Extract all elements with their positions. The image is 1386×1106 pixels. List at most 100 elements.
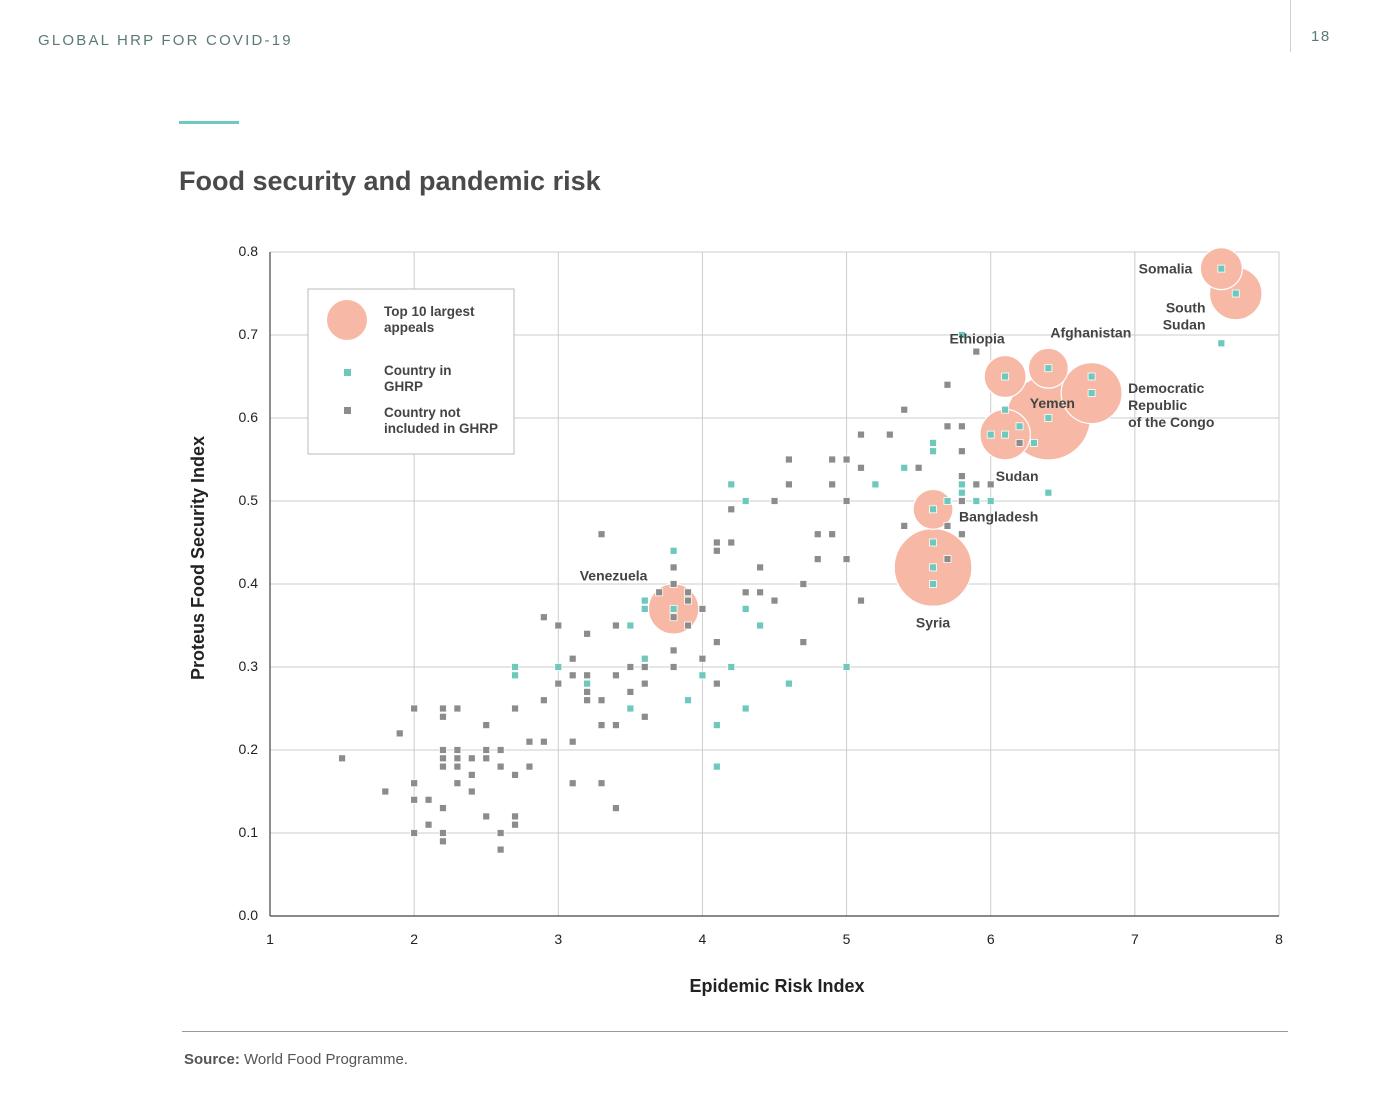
y-tick-label: 0.2 [239,741,259,757]
country-label: Ethiopia [950,331,1005,347]
country-label: Somalia [1139,261,1193,277]
legend-label-line: GHRP [384,379,423,394]
non-ghrp-point [655,588,664,597]
non-ghrp-point [597,696,606,705]
ghrp-point [929,438,937,447]
non-ghrp-point [439,829,447,837]
non-ghrp-point [453,754,462,763]
source-note: Source: World Food Programme. [184,1051,408,1068]
ghrp-point [626,704,635,713]
x-axis-label: Epidemic Risk Index [689,976,864,996]
non-ghrp-point [813,530,822,539]
x-tick-label: 5 [843,931,851,947]
ghrp-point [1015,422,1024,431]
legend-label-line: Country not [384,405,461,420]
country-label: Democratic Republic of the Congo [1128,380,1214,430]
report-title: GLOBAL HRP FOR COVID-19 [38,32,293,49]
non-ghrp-point [539,696,548,705]
ghrp-point [785,679,793,688]
non-ghrp-point [554,679,563,688]
non-ghrp-point [756,588,764,597]
non-ghrp-point [539,613,548,622]
non-ghrp-point [424,795,433,804]
country-label-line: Sudan [1163,317,1206,333]
ghrp-point [1231,289,1240,298]
legend-label: Top 10 largest appeals [384,304,475,335]
non-ghrp-point [612,721,620,729]
country-label-line: Republic [1128,397,1187,413]
country-label: Sudan [996,468,1039,484]
ghrp-point [640,596,649,605]
non-ghrp-point [612,804,620,812]
ghrp-point [669,546,678,555]
non-ghrp-point [828,530,837,539]
ghrp-point [511,671,519,680]
non-ghrp-point [583,696,592,705]
country-label-line: Sudan [996,468,1039,484]
non-ghrp-point [424,820,433,829]
non-ghrp-point [439,804,447,812]
non-ghrp-point [669,563,678,572]
non-ghrp-point [669,663,678,671]
x-tick-label: 7 [1131,931,1139,947]
non-ghrp-point [828,480,837,489]
legend-ghrp-icon [344,369,351,376]
ghrp-point [640,605,649,613]
non-ghrp-point [467,787,476,796]
ghrp-point [741,497,750,505]
non-ghrp-point [943,522,952,530]
country-label: Bangladesh [959,508,1038,524]
non-ghrp-point [453,779,462,788]
non-ghrp-point [640,712,649,721]
non-ghrp-point [525,737,534,746]
non-ghrp-point [640,663,649,671]
non-ghrp-point [568,671,577,680]
non-ghrp-point [770,497,779,505]
y-tick-label: 0.6 [239,409,259,425]
ghrp-point [640,654,649,663]
non-ghrp-point [626,663,635,671]
ghrp-point [943,497,952,505]
non-ghrp-point [568,779,577,788]
x-tick-label: 2 [410,931,418,947]
non-ghrp-point [828,455,837,464]
legend-label-line: appeals [384,320,434,335]
ghrp-point [871,480,880,489]
non-ghrp-point [612,621,620,630]
non-ghrp-point [381,787,390,796]
x-tick-label: 8 [1275,931,1283,947]
non-ghrp-point [496,845,505,854]
country-label-line: South [1166,300,1206,316]
ghrp-point [1087,389,1096,398]
country-label-line: Bangladesh [959,508,1038,524]
ghrp-point [957,488,966,497]
ghrp-point [741,704,750,713]
ghrp-point [957,480,966,489]
ghrp-point [712,721,721,729]
ghrp-point [698,671,707,680]
ghrp-point [1001,405,1010,414]
ghrp-point [986,497,995,505]
accent-bar [179,121,239,124]
non-ghrp-point [496,746,505,754]
ghrp-point [1030,438,1038,447]
ghrp-point [1044,364,1053,373]
non-ghrp-point [496,762,505,771]
non-ghrp-point [467,754,476,763]
header-divider [1290,0,1291,52]
non-ghrp-point [900,405,909,414]
country-label: Syria [916,614,950,630]
non-ghrp-point [756,563,764,572]
country-label: Yemen [1030,395,1075,411]
ghrp-point [929,538,937,547]
y-tick-label: 0.3 [239,658,259,674]
country-points [338,264,1240,854]
ghrp-point [684,696,692,705]
non-ghrp-point [842,455,851,464]
ghrp-point [986,430,995,439]
non-ghrp-point [597,721,606,729]
non-ghrp-point [410,779,419,788]
